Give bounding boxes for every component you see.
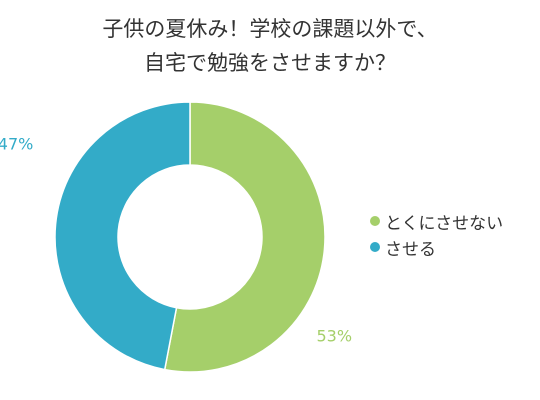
chart-title: 子供の夏休み！学校の課題以外で、 自宅で勉強をさせますか？: [0, 12, 540, 80]
slice-label-no: 53%: [316, 326, 352, 345]
slice-no: [163, 101, 326, 373]
legend-marker-no: [370, 216, 380, 226]
legend-label-no: とくにさせない: [385, 213, 504, 234]
chart-legend: とくにさせない させる: [370, 208, 503, 260]
chart-title-line-2: 自宅で勉強をさせますか？: [144, 51, 396, 75]
slice-label-yes: 47%: [0, 134, 33, 153]
legend-marker-yes: [370, 242, 380, 252]
legend-item-yes: させる: [370, 234, 503, 260]
legend-item-no: とくにさせない: [370, 208, 503, 234]
legend-label-yes: させる: [385, 239, 436, 260]
donut-slices: [54, 101, 326, 373]
slice-yes: [54, 101, 191, 371]
chart-title-line-1: 子供の夏休み！学校の課題以外で、: [102, 17, 438, 41]
